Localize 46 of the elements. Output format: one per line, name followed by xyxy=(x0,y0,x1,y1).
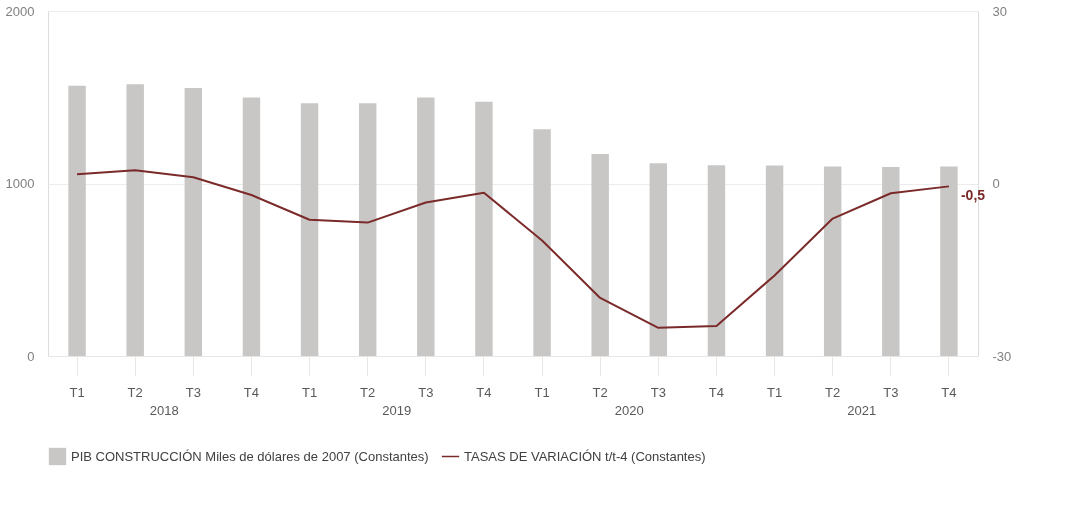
data-label: -0,5 xyxy=(960,187,986,204)
bar xyxy=(68,85,86,356)
bar xyxy=(184,88,203,356)
bar xyxy=(882,166,900,356)
bar xyxy=(940,166,958,356)
text: 2021 xyxy=(847,403,877,418)
x-tick-label: T3 xyxy=(418,384,434,400)
y-tick-label: 2000 xyxy=(5,3,35,19)
bar xyxy=(300,103,319,356)
legend-label: PIB CONSTRUCCIÓN Miles de dólares de 2007 (Constantes) xyxy=(71,448,429,464)
x-tick-label: T2 xyxy=(592,384,608,400)
legend-label: TASAS DE VARIACIÓN t/t-4 (Constantes) xyxy=(464,448,706,464)
x-tick-label: T2 xyxy=(360,384,376,400)
text: 2019 xyxy=(382,403,412,418)
text: 2018 xyxy=(149,403,179,418)
y2-tick-label: 30 xyxy=(992,3,1007,19)
x-tick-label: T2 xyxy=(127,384,143,400)
y-tick-label: 0 xyxy=(27,348,35,364)
x-tick-label: T1 xyxy=(301,384,318,400)
x-tick-label: T3 xyxy=(650,384,666,400)
x-tick-label: T2 xyxy=(825,384,841,400)
x-tick-label: T4 xyxy=(243,384,260,400)
x-tick-label: T3 xyxy=(883,384,899,400)
bar xyxy=(417,97,435,356)
bar xyxy=(242,97,261,356)
y2-tick-label: -30 xyxy=(992,348,1012,364)
x-tick-label: T1 xyxy=(534,384,550,400)
x-tick-label: T4 xyxy=(476,384,492,400)
bar xyxy=(591,154,609,356)
bar xyxy=(823,166,842,356)
bar xyxy=(707,165,726,356)
line-series xyxy=(76,169,950,329)
x-tick-label: T3 xyxy=(185,384,201,400)
y-tick-label: 1000 xyxy=(5,176,35,191)
x-tick-label: T4 xyxy=(708,384,725,400)
x-tick-label: T1 xyxy=(69,384,85,400)
text: 2020 xyxy=(614,403,644,418)
bar xyxy=(358,103,377,356)
y2-tick-label: 0 xyxy=(992,176,1000,191)
x-tick-label: T1 xyxy=(766,384,783,400)
bar xyxy=(533,129,551,356)
bar xyxy=(475,101,493,356)
x-tick-label: T4 xyxy=(941,384,957,400)
bar xyxy=(126,84,144,356)
bar xyxy=(765,165,784,356)
bar xyxy=(649,163,668,356)
